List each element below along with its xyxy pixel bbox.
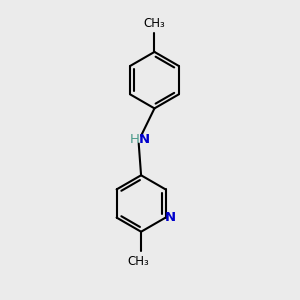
Text: N: N (139, 133, 150, 146)
Text: CH₃: CH₃ (144, 17, 165, 30)
Text: N: N (165, 211, 176, 224)
Text: CH₃: CH₃ (128, 255, 150, 268)
Text: H: H (130, 133, 140, 146)
